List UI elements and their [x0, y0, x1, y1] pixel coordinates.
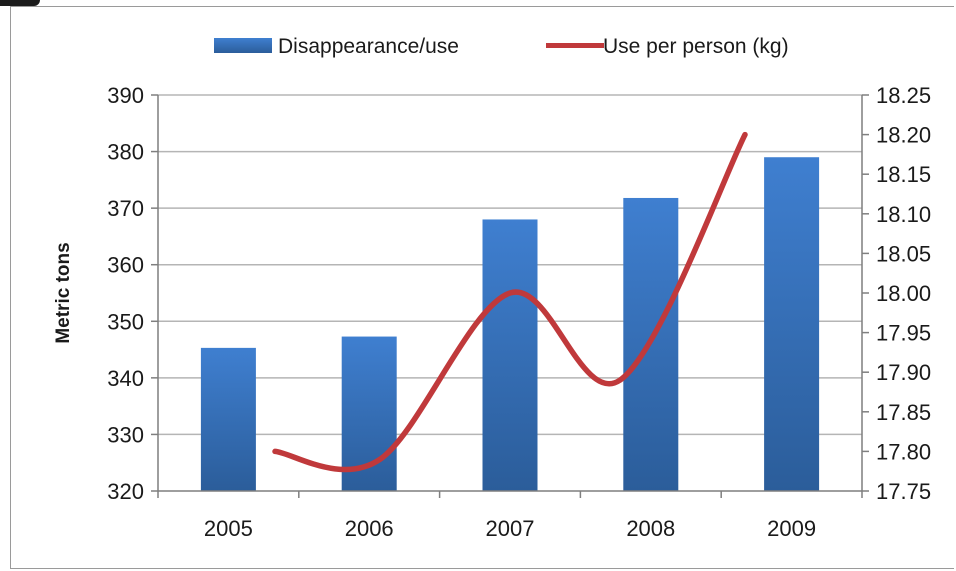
y2-tick-label: 18.00 — [876, 281, 931, 306]
y-tick-label: 360 — [107, 253, 144, 278]
x-tick-label: 2006 — [345, 516, 394, 541]
y2-tick-label: 17.75 — [876, 479, 931, 504]
y-tick-label: 330 — [107, 422, 144, 447]
corner-mark — [0, 0, 40, 6]
y2-tick-label: 18.05 — [876, 241, 931, 266]
y2-tick-label: 18.20 — [876, 123, 931, 148]
x-tick-label: 2008 — [626, 516, 675, 541]
legend: Disappearance/use Use per person (kg) — [214, 35, 789, 58]
y-tick-label: 390 — [107, 83, 144, 108]
y2-tick-label: 18.25 — [876, 83, 931, 108]
x-tick-label: 2007 — [486, 516, 535, 541]
y-tick-label: 380 — [107, 140, 144, 165]
tick-labels: 320 330 340 350 360 370 380 390 17.75 17.80 17.85 1… — [107, 83, 931, 541]
y2-tick-label: 17.85 — [876, 400, 931, 425]
y2-tick-label: 18.15 — [876, 162, 931, 187]
y2-tick-label: 17.95 — [876, 321, 931, 346]
y-tick-label: 320 — [107, 479, 144, 504]
bar-2009 — [764, 157, 820, 491]
y2-tick-label: 17.90 — [876, 360, 931, 385]
legend-bar-label: Disappearance/use — [278, 35, 459, 58]
bar-2005 — [200, 347, 256, 491]
line-series — [272, 131, 748, 473]
x-tick-label: 2009 — [767, 516, 816, 541]
x-tick-label: 2005 — [204, 516, 253, 541]
bar-2007 — [482, 219, 538, 491]
legend-line-label: Use per person (kg) — [603, 35, 789, 58]
y-tick-label: 350 — [107, 309, 144, 334]
y2-tick-label: 17.80 — [876, 439, 931, 464]
y2-tick-label: 18.10 — [876, 202, 931, 227]
line-use-per-person — [272, 131, 748, 473]
legend-bar-swatch — [214, 38, 272, 53]
y-tick-label: 340 — [107, 366, 144, 391]
y-axis-title: Metric tons — [53, 242, 74, 343]
bars — [200, 157, 820, 491]
axes — [151, 94, 869, 498]
y-tick-label: 370 — [107, 196, 144, 221]
